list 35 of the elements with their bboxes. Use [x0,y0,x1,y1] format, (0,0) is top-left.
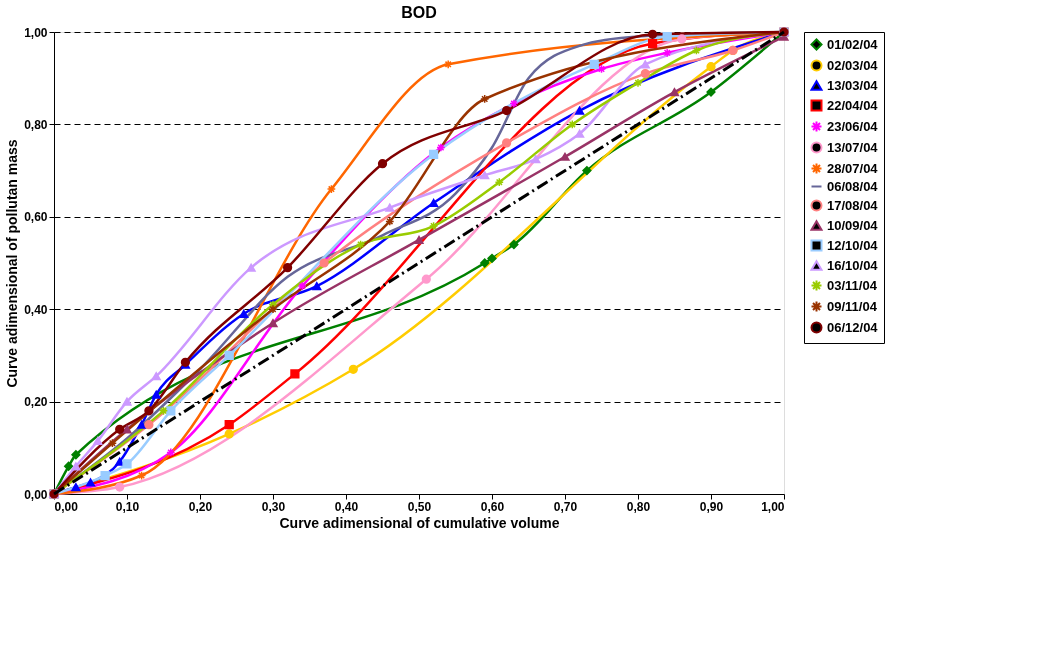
x-tick-label: 0,90 [699,499,724,514]
y-tick-label: 0,20 [24,395,48,410]
legend-label: 17/08/04 [827,197,879,213]
y-tick-label: 0,60 [24,210,48,225]
legend-label: 13/03/04 [827,77,879,93]
y-tick-label: 0,00 [24,487,48,502]
legend-label: 28/07/04 [827,160,879,176]
chart-title: BOD [401,4,437,22]
legend-label: 10/09/04 [827,217,879,233]
x-tick-label: 0,20 [188,499,213,514]
legend-label: 06/08/04 [827,178,879,194]
x-axis-title: Curve adimensional of cumulative volume [279,514,560,531]
x-tick-label: 0,10 [115,499,140,514]
x-tick-label: 0,50 [407,499,432,514]
y-tick-label: 0,80 [24,117,48,132]
legend-label: 23/06/04 [827,118,879,134]
y-axis-title: Curve adimensional of pollutan mass [4,139,21,388]
legend-label: 13/07/04 [827,139,879,155]
x-tick-label: 0,60 [480,499,505,514]
legend-label: 02/03/04 [827,57,879,73]
x-tick-label: 0,40 [334,499,359,514]
x-tick-label: 0,80 [626,499,651,514]
legend-label: 16/10/04 [827,257,879,273]
x-tick-label: 0,30 [261,499,286,514]
legend-label: 22/04/04 [827,97,879,113]
legend-label: 01/02/04 [827,36,879,52]
legend-label: 03/11/04 [827,277,878,293]
legend-label: 09/11/04 [827,298,878,314]
x-tick-label: 0,70 [553,499,578,514]
x-tick-label: 0,00 [54,499,79,514]
y-tick-label: 0,40 [24,302,48,317]
legend-label: 12/10/04 [827,237,879,253]
y-tick-label: 1,00 [24,25,48,40]
x-tick-label: 1,00 [761,499,785,514]
legend-label: 06/12/04 [827,319,879,335]
